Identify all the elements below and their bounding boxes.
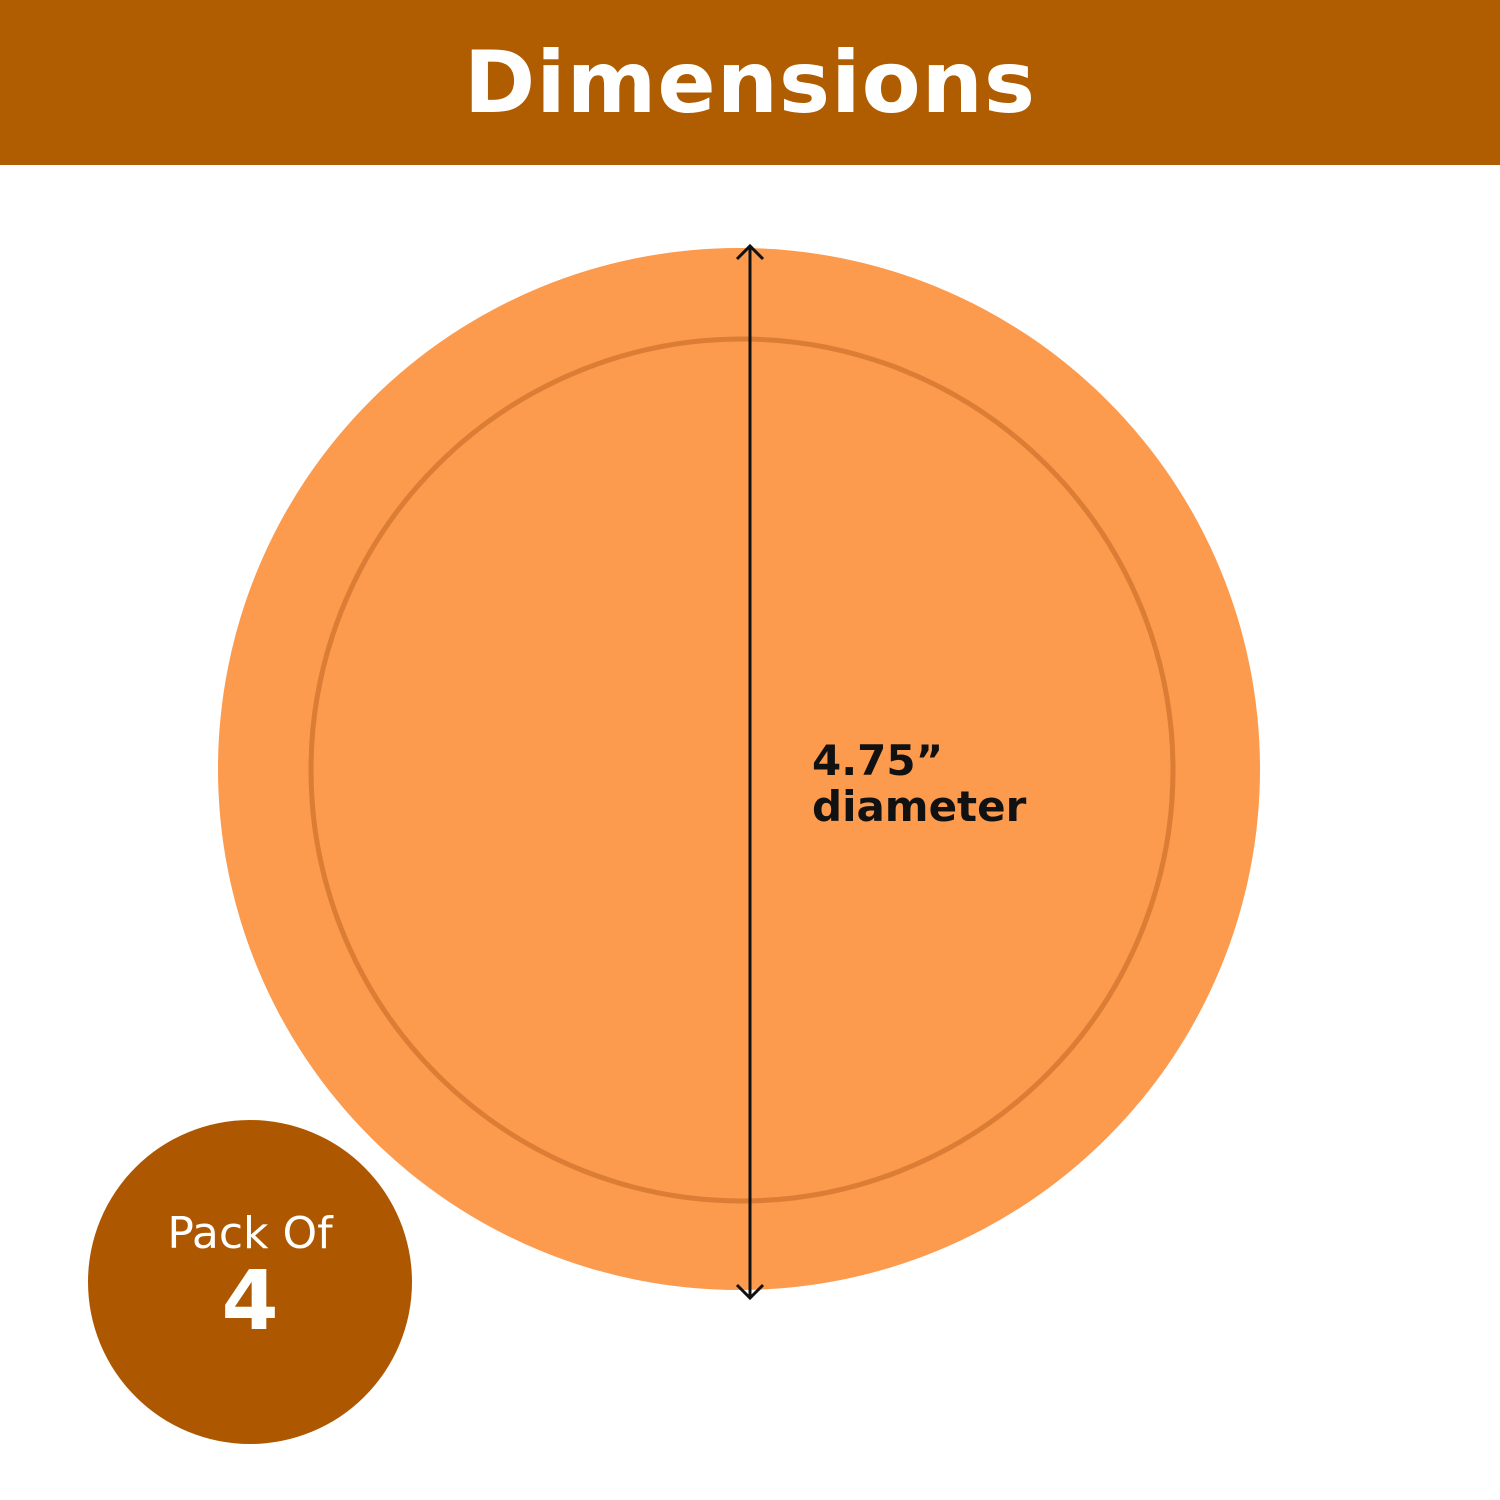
pack-label: Pack Of <box>167 1208 333 1259</box>
dimension-unit-label: diameter <box>812 782 1027 831</box>
header-banner: Dimensions <box>0 0 1500 165</box>
lid-inner-rim <box>308 336 1176 1204</box>
pack-count: 4 <box>221 1254 279 1349</box>
dimension-value: 4.75” <box>812 736 944 785</box>
page-title: Dimensions <box>463 32 1037 133</box>
dimension-label: 4.75” diameter <box>812 738 1026 830</box>
lid-outer <box>218 248 1260 1290</box>
diameter-arrow-icon <box>735 243 765 1301</box>
pack-badge: Pack Of 4 <box>88 1120 412 1444</box>
